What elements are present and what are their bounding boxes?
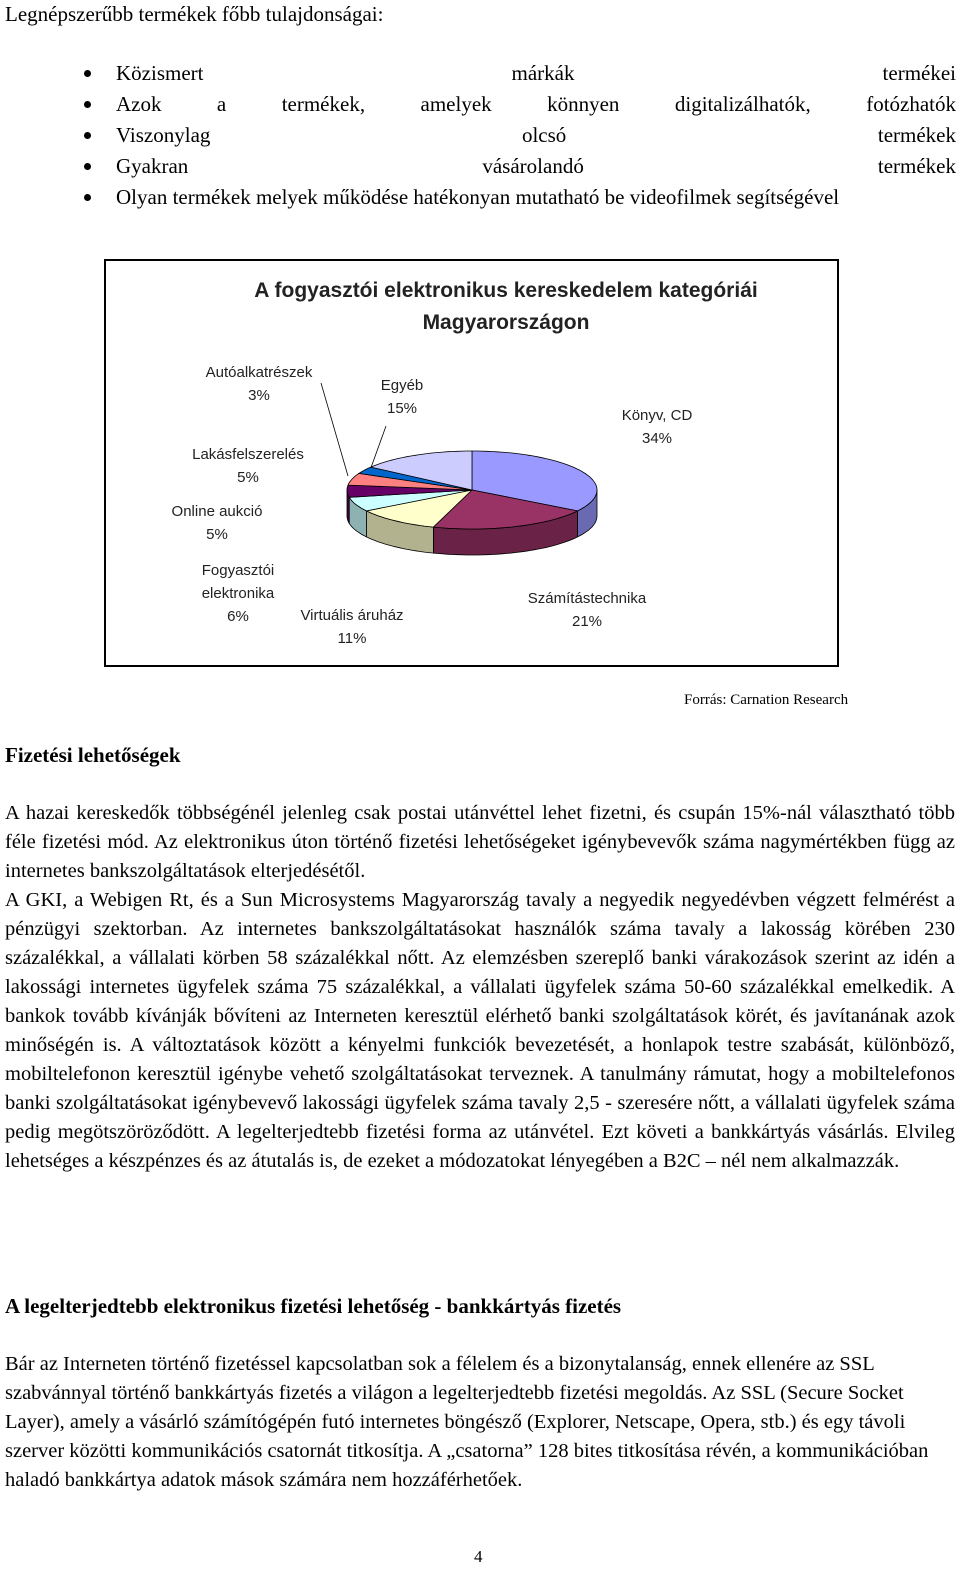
- intro: Legnépszerűbb termékek főbb tulajdonsága…: [5, 2, 384, 26]
- heading: Fizetési lehetőségek: [5, 743, 181, 767]
- label-value: 5%: [237, 469, 259, 486]
- slice-side-shade: [349, 497, 367, 537]
- slice-side-shade: [347, 490, 350, 524]
- label-name: Virtuális áruház: [300, 607, 404, 624]
- label-value: 11%: [337, 630, 367, 647]
- bullet-item: Közismert márkák termékei: [70, 58, 956, 89]
- pie: [320, 382, 598, 556]
- leader-line: [320, 382, 349, 477]
- bullet-item: Azok a termékek, amelyek könnyen digital…: [70, 89, 956, 120]
- label-name: Egyéb: [380, 377, 424, 394]
- heading: A legelterjedtebb elektronikus fizetési …: [5, 1294, 622, 1318]
- data-label: Online aukció 5%: [162, 500, 272, 546]
- label-value: 15%: [386, 400, 418, 417]
- pie-sides: [346, 489, 598, 556]
- slice: [369, 450, 473, 491]
- label-name: Online aukció: [171, 503, 263, 520]
- data-label: Könyv, CD 34%: [607, 404, 707, 450]
- label-value: 21%: [571, 613, 603, 630]
- source: Forrás: Carnation Research: [684, 692, 849, 708]
- label-value: 6%: [227, 608, 249, 625]
- page-number: 4: [474, 1547, 483, 1566]
- label-value: 3%: [248, 387, 270, 404]
- paragraph: A GKI, a Webigen Rt, és a Sun Microsyste…: [5, 889, 955, 1172]
- chart: A fogyasztói elektronikus kereskedelem k…: [104, 259, 839, 667]
- data-label: Autóalkatrészek 3%: [189, 361, 329, 407]
- slice: [348, 489, 473, 512]
- label-name: Fogyasztói elektronika: [201, 562, 275, 602]
- slice-side-shade: [366, 510, 434, 554]
- bullet-list: Közismert márkák termékei Azok a termékek…: [70, 58, 956, 213]
- label-name: Lakásfelszerelés: [192, 446, 304, 463]
- data-label: Egyéb 15%: [362, 374, 442, 420]
- slice: [365, 489, 474, 528]
- slice: [346, 484, 473, 498]
- chart-title: A fogyasztói elektronikus kereskedelem k…: [254, 279, 758, 334]
- data-label: Virtuális áruház 11%: [287, 604, 417, 650]
- data-label: Számítástechnika 21%: [517, 587, 657, 633]
- data-label: Lakásfelszerelés 5%: [178, 443, 318, 489]
- paragraph: Bár az Interneten történő fizetéssel kap…: [5, 1353, 929, 1491]
- label-value: 34%: [641, 430, 673, 447]
- label-name: Könyv, CD: [621, 407, 693, 424]
- label-value: 5%: [206, 526, 228, 543]
- paragraph: A hazai kereskedők többségénél jelenleg …: [5, 802, 955, 882]
- bullet-item: Olyan termékek melyek működése hatékonya…: [70, 182, 956, 213]
- label-name: Autóalkatrészek: [205, 364, 313, 381]
- bullet-item: Viszonylag olcsó termékek: [70, 120, 956, 151]
- paragraphs: A hazai kereskedők többségénél jelenleg …: [5, 799, 955, 1176]
- label-name: Számítástechnika: [527, 590, 647, 607]
- bullet-item: Gyakran vásárolandó termékek: [70, 151, 956, 182]
- slice-side-shade: [577, 490, 597, 537]
- slice: [432, 489, 579, 530]
- data-label: Fogyasztói elektronika 6%: [191, 559, 286, 628]
- slice-side-shade: [433, 510, 578, 555]
